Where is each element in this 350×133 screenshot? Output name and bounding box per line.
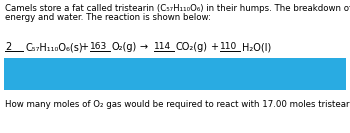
Text: 114: 114 <box>154 42 171 51</box>
Bar <box>4 58 346 90</box>
Text: →: → <box>140 42 148 52</box>
Text: CO₂(g): CO₂(g) <box>176 42 208 52</box>
Text: H₂O(l): H₂O(l) <box>242 42 271 52</box>
Text: C₅₇H₁₁₀O₆(s): C₅₇H₁₁₀O₆(s) <box>25 42 83 52</box>
Text: How many moles of O₂ gas would be required to react with 17.00 moles tristearin?: How many moles of O₂ gas would be requir… <box>5 100 350 109</box>
Text: Camels store a fat called tristearin (C₅₇H₁₁₀O₆) in their humps. The breakdown o: Camels store a fat called tristearin (C₅… <box>5 4 350 13</box>
Text: +: + <box>80 42 88 52</box>
Text: +: + <box>210 42 218 52</box>
Text: energy and water. The reaction is shown below:: energy and water. The reaction is shown … <box>5 13 211 22</box>
Text: 2: 2 <box>5 42 11 52</box>
Text: 110: 110 <box>220 42 237 51</box>
Text: 163: 163 <box>90 42 107 51</box>
Text: O₂(g): O₂(g) <box>112 42 137 52</box>
